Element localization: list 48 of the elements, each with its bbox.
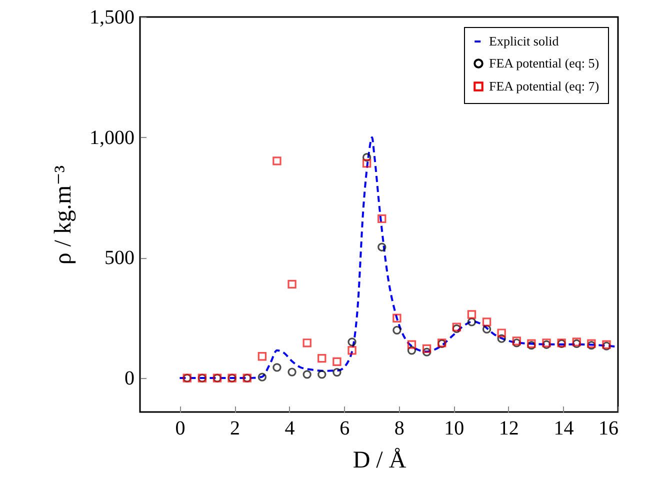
x-tick-label: 0 xyxy=(175,418,186,440)
point xyxy=(378,242,386,252)
point xyxy=(288,368,296,376)
point xyxy=(272,156,282,166)
point xyxy=(497,328,506,338)
legend-label: FEA potential (eq: 7) xyxy=(489,78,600,94)
legend-label: Explicit solid xyxy=(489,34,560,48)
point xyxy=(378,214,386,224)
legend-label: FEA potential (eq: 5) xyxy=(489,56,600,70)
point xyxy=(348,338,356,346)
point xyxy=(302,338,312,348)
point xyxy=(258,352,267,361)
y-tick-label: 0 xyxy=(124,368,134,390)
x-tick-label: 4 xyxy=(284,418,295,440)
point xyxy=(422,344,432,354)
point xyxy=(332,368,342,377)
point xyxy=(348,346,356,355)
point xyxy=(392,314,402,322)
x-tick-label: 2 xyxy=(230,418,240,440)
point xyxy=(288,280,296,289)
point xyxy=(302,370,312,379)
point xyxy=(467,318,476,326)
point xyxy=(392,326,402,334)
y-axis-title: ρ / kg.m⁻³ xyxy=(50,165,76,265)
point xyxy=(362,159,372,168)
point xyxy=(272,363,282,372)
point xyxy=(362,153,372,162)
point xyxy=(258,372,267,382)
point xyxy=(318,354,326,363)
point xyxy=(482,324,492,334)
point xyxy=(422,348,432,356)
point xyxy=(467,310,476,319)
x-tick-label: 6 xyxy=(340,418,350,440)
point xyxy=(407,346,416,355)
x-tick-label: 16 xyxy=(598,418,618,440)
point xyxy=(497,334,506,343)
x-axis-title: D / Å xyxy=(352,448,407,474)
point xyxy=(318,370,326,379)
x-tick-label: 10 xyxy=(444,418,464,440)
point xyxy=(407,340,416,349)
y-tick-label: 500 xyxy=(104,247,134,270)
y-tick-label: 1,000 xyxy=(90,126,134,149)
y-tick-label: 1,500 xyxy=(90,6,134,28)
x-tick-label: 12 xyxy=(498,418,519,440)
point xyxy=(482,318,492,326)
x-tick-label: 8 xyxy=(394,418,404,440)
point xyxy=(332,357,342,366)
x-tick-label: 14 xyxy=(554,418,574,440)
